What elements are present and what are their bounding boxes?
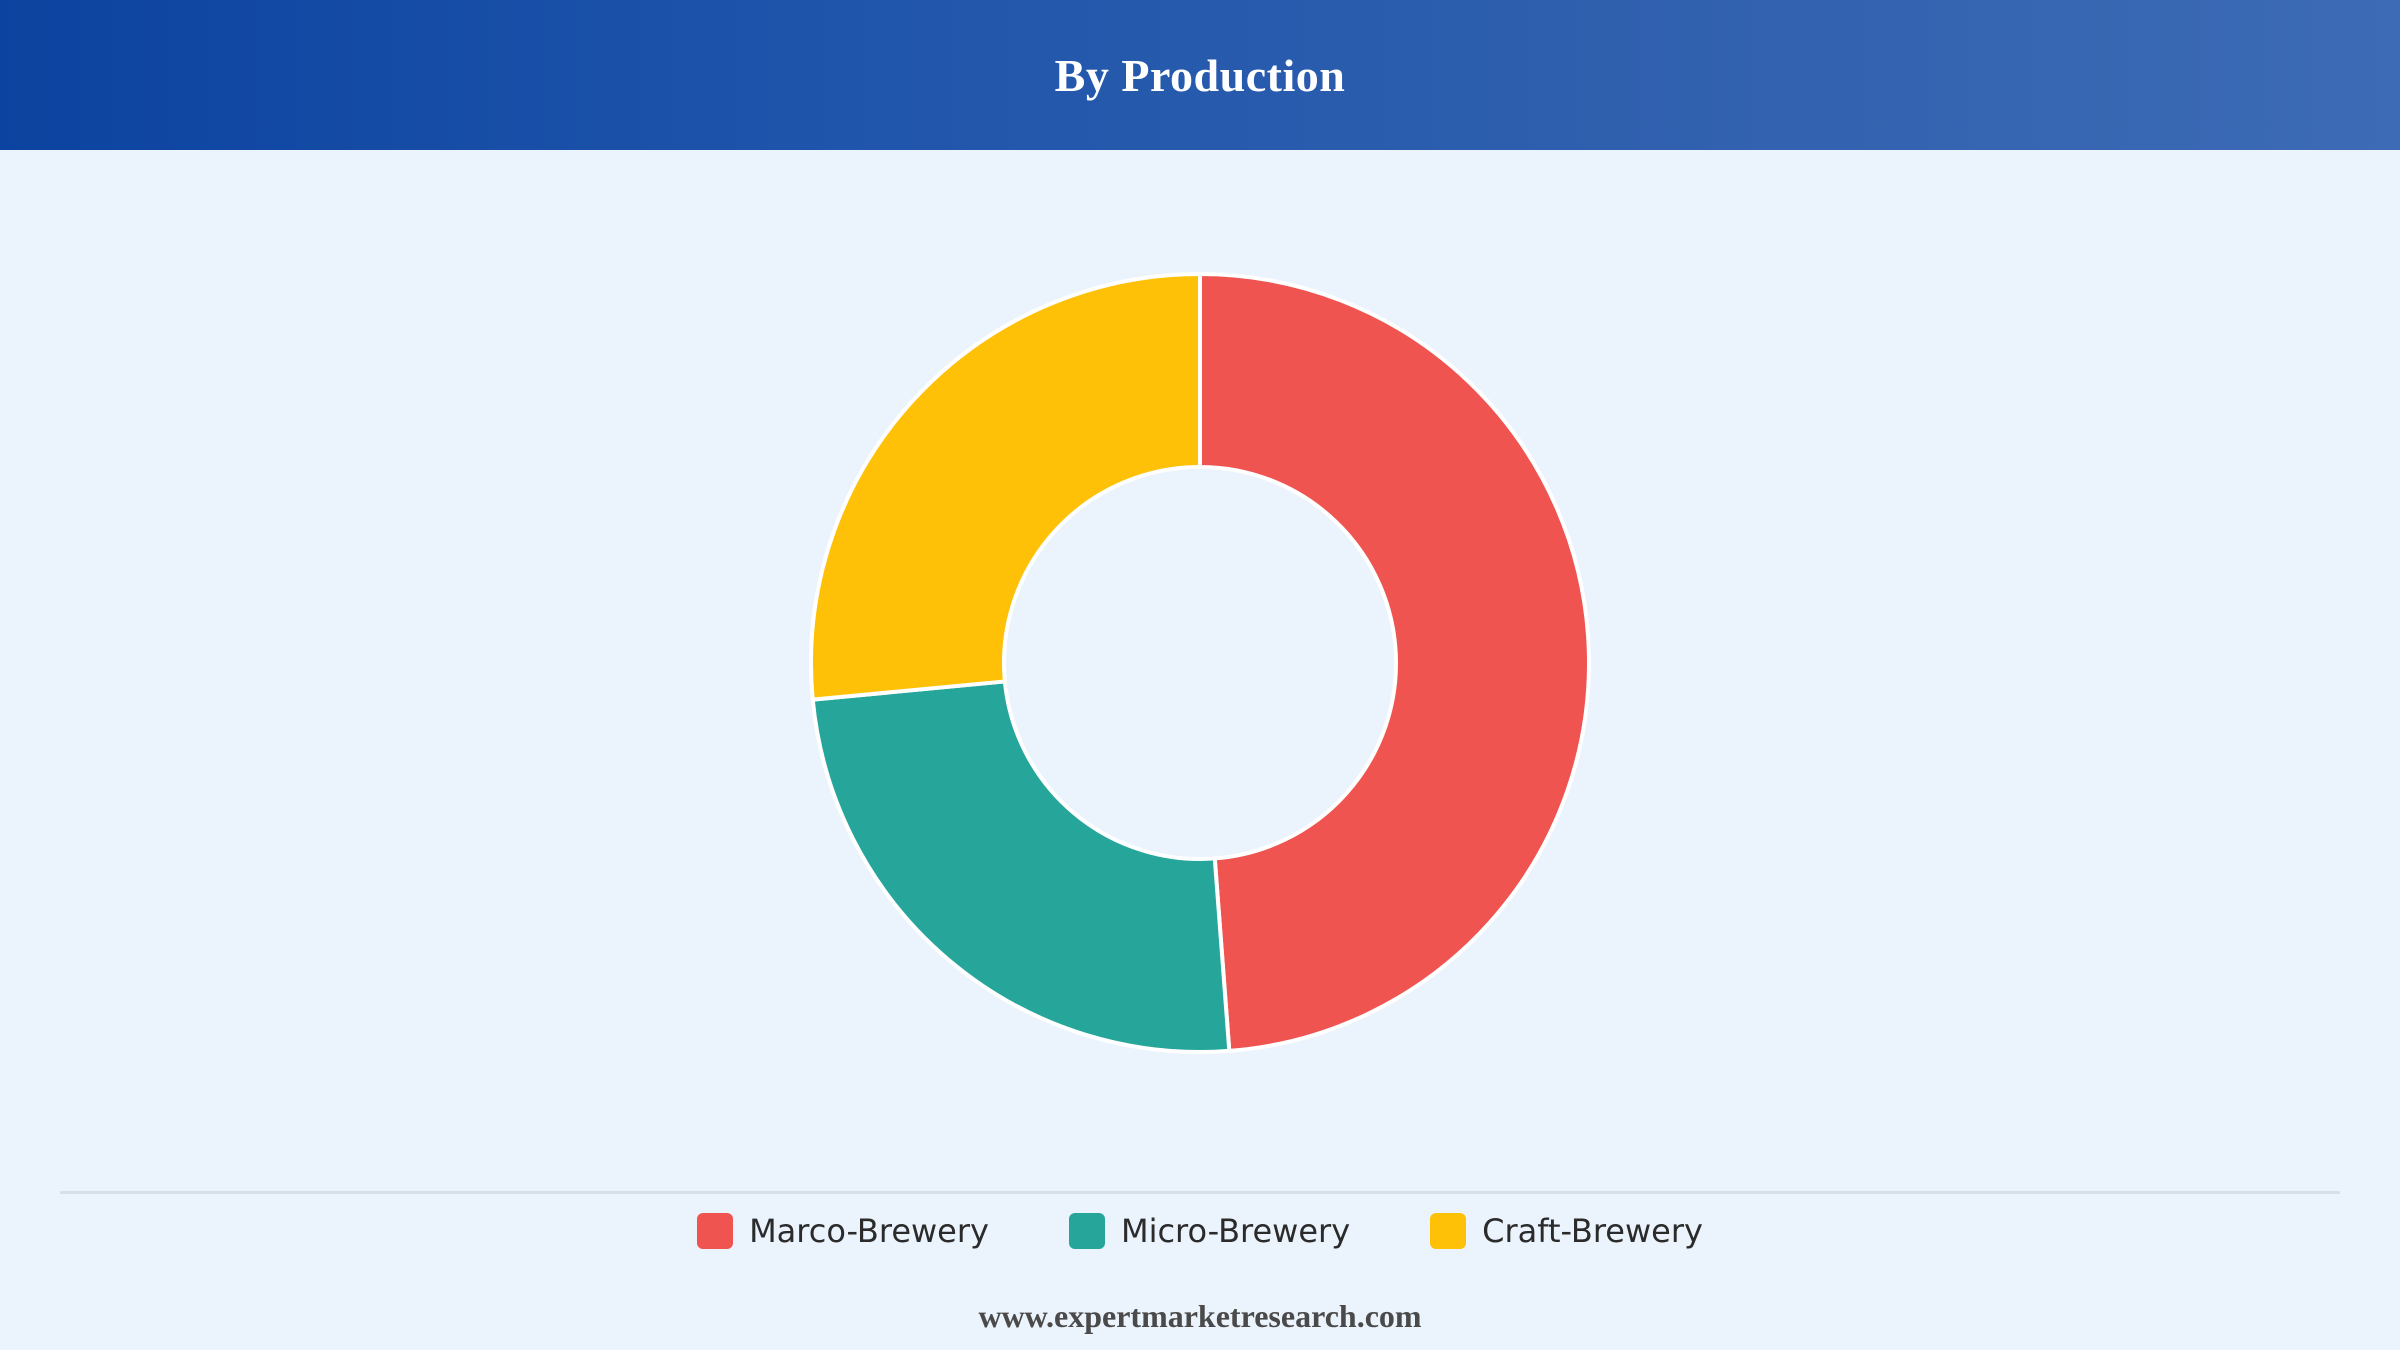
legend-swatch-craft-brewery <box>1430 1213 1467 1249</box>
slice-micro-brewery[interactable] <box>810 679 1232 1054</box>
donut-chart <box>809 272 1591 1054</box>
legend-divider <box>60 1191 2340 1194</box>
legend-label-marco-brewery: Marco-Brewery <box>749 1212 989 1250</box>
slice-marco-brewery[interactable] <box>1198 272 1591 1053</box>
legend-item-micro-brewery[interactable]: Micro-Brewery <box>1068 1212 1351 1250</box>
legend-item-craft-brewery[interactable]: Craft-Brewery <box>1430 1212 1703 1250</box>
legend-swatch-micro-brewery <box>1068 1213 1105 1249</box>
legend-label-micro-brewery: Micro-Brewery <box>1120 1212 1351 1250</box>
source-footer: www.expertmarketresearch.com <box>978 1298 1422 1334</box>
legend-label-craft-brewery: Craft-Brewery <box>1482 1212 1703 1250</box>
legend-swatch-marco-brewery <box>697 1213 734 1249</box>
slice-craft-brewery[interactable] <box>809 272 1202 702</box>
legend-item-marco-brewery[interactable]: Marco-Brewery <box>697 1212 989 1250</box>
chart-legend: Marco-Brewery Micro-Brewery Craft-Brewer… <box>0 1203 2400 1259</box>
chart-header: By Production <box>0 0 2400 150</box>
chart-title: By Production <box>1054 49 1346 101</box>
